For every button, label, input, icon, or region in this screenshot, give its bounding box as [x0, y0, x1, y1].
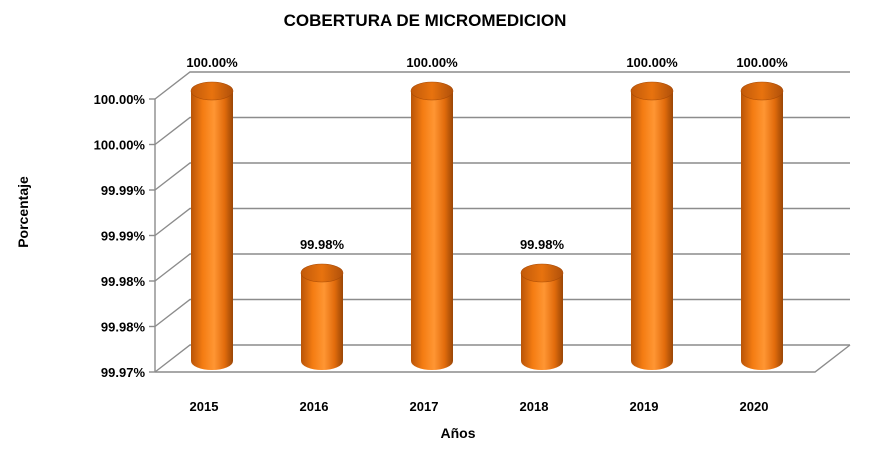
- bar-2018: [520, 263, 564, 370]
- bar-top-cap: [410, 81, 454, 101]
- x-tick-label: 2020: [740, 399, 769, 414]
- bar-body: [411, 91, 453, 370]
- x-tick-label: 2016: [300, 399, 329, 414]
- x-tick-label: 2017: [410, 399, 439, 414]
- y-tick-label: 99.97%: [101, 365, 146, 380]
- bar-2017: [410, 81, 454, 370]
- x-tick-label: 2018: [520, 399, 549, 414]
- data-label: 99.98%: [300, 237, 345, 252]
- bar-top-cap: [630, 81, 674, 101]
- gridline: [154, 71, 850, 100]
- x-tick-label: 2019: [630, 399, 659, 414]
- bar-2015: [190, 81, 234, 370]
- floor-edge: [155, 344, 851, 373]
- bar-2020: [740, 81, 784, 370]
- y-tick-label: 99.99%: [101, 183, 146, 198]
- gridline: [154, 207, 850, 237]
- data-label: 100.00%: [736, 55, 788, 70]
- data-label: 100.00%: [406, 55, 458, 70]
- x-axis-title: Años: [441, 425, 476, 441]
- x-axis-tick-labels: 2015 2016 2017 2018 2019 2020: [190, 399, 769, 414]
- bars: [190, 81, 784, 370]
- y-tick-label: 100.00%: [94, 138, 146, 153]
- bar-top-cap: [740, 81, 784, 101]
- gridline: [154, 116, 850, 146]
- gridline: [154, 162, 850, 191]
- bar-body: [521, 273, 563, 370]
- y-axis-title: Porcentaje: [15, 176, 31, 248]
- y-tick-label: 99.99%: [101, 229, 146, 244]
- bar-body: [191, 91, 233, 370]
- gridlines: [154, 71, 851, 373]
- data-label: 100.00%: [186, 55, 238, 70]
- y-tick-label: 99.98%: [101, 274, 146, 289]
- y-tick-label: 99.98%: [101, 320, 146, 335]
- data-label: 99.98%: [520, 237, 565, 252]
- y-tick-label: 100.00%: [94, 92, 146, 107]
- gridline: [154, 344, 850, 373]
- gridline: [154, 253, 850, 282]
- bar-top-cap: [520, 263, 564, 283]
- bar-2019: [630, 81, 674, 370]
- data-label: 100.00%: [626, 55, 678, 70]
- bar-top-cap: [300, 263, 344, 283]
- bar-body: [741, 91, 783, 370]
- bar-body: [301, 273, 343, 370]
- chart-title: COBERTURA DE MICROMEDICION: [284, 11, 567, 30]
- bar-body: [631, 91, 673, 370]
- y-axis-tick-labels: 99.97% 99.98% 99.98% 99.99% 99.99% 100.00% 100…: [94, 92, 155, 380]
- bar-top-cap: [190, 81, 234, 101]
- gridline: [154, 298, 850, 328]
- x-tick-label: 2015: [190, 399, 219, 414]
- data-labels: 100.00% 99.98% 100.00% 99.98% 100.00% 100.00%: [186, 55, 788, 252]
- bar-2016: [300, 263, 344, 370]
